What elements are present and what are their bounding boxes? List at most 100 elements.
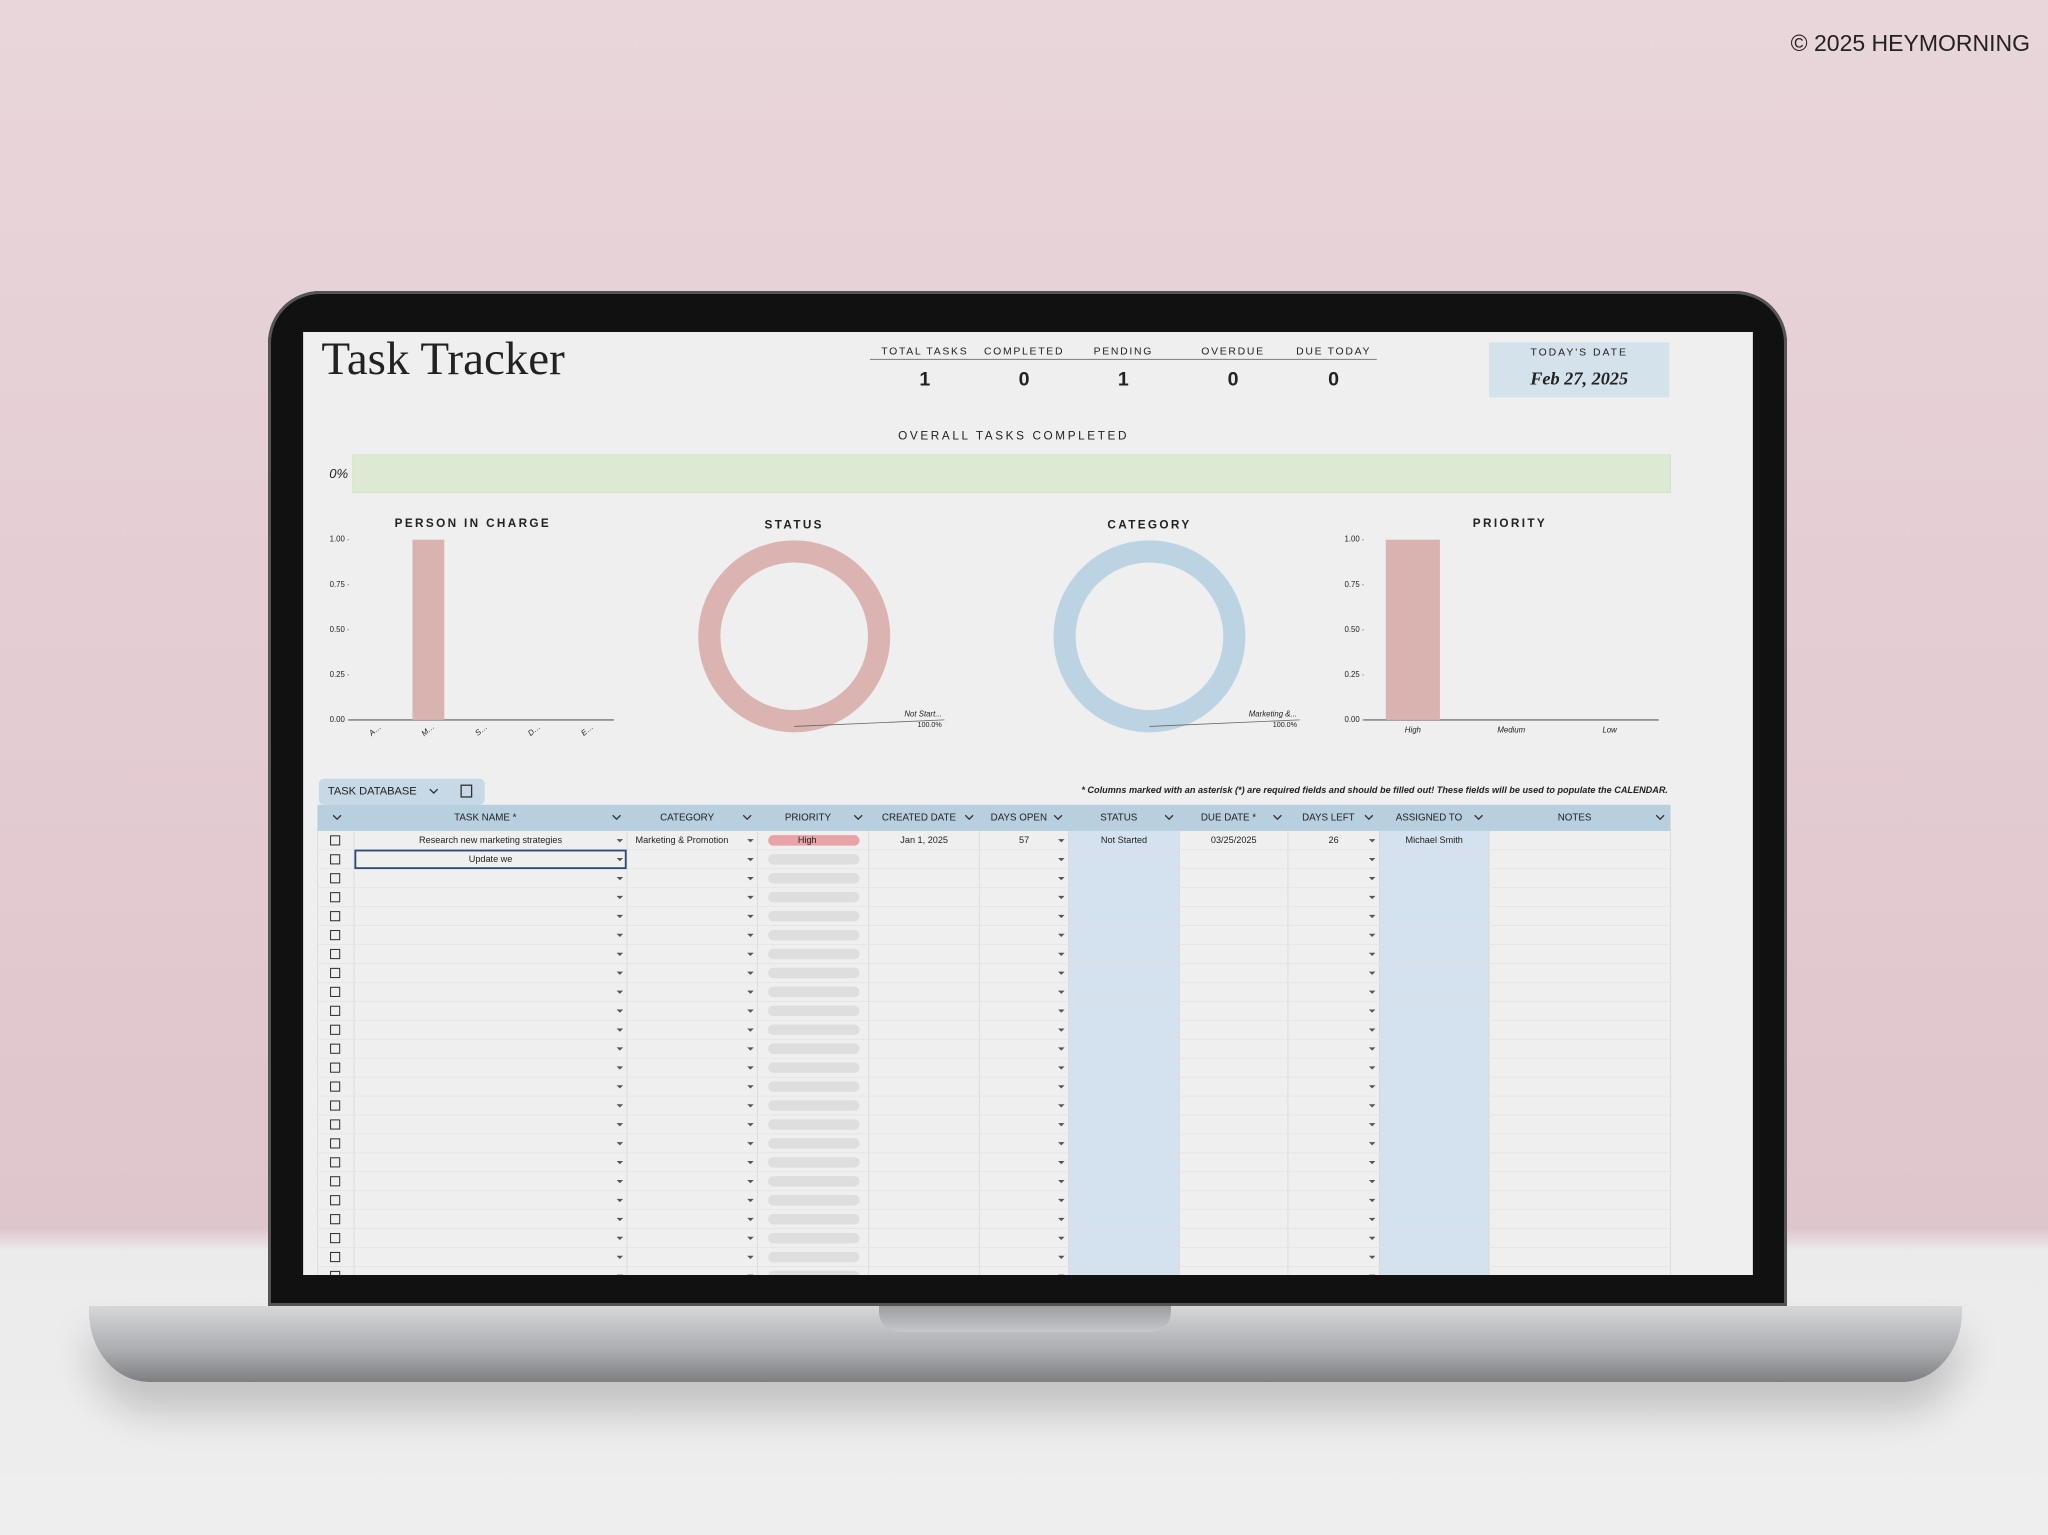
priority-pill[interactable] bbox=[768, 948, 860, 960]
dropdown-arrow[interactable] bbox=[1058, 990, 1065, 994]
dropdown-arrow[interactable] bbox=[1368, 1179, 1376, 1184]
checkbox[interactable] bbox=[330, 1251, 341, 1263]
dropdown-arrow[interactable] bbox=[616, 1066, 624, 1070]
priority-pill[interactable] bbox=[768, 1251, 860, 1263]
tab-icon[interactable] bbox=[460, 784, 473, 798]
dropdown-arrow[interactable] bbox=[747, 971, 754, 975]
dropdown-arrow[interactable] bbox=[616, 1255, 624, 1260]
checkbox[interactable] bbox=[330, 1176, 341, 1187]
checkbox[interactable] bbox=[330, 1081, 341, 1092]
dropdown-arrow[interactable] bbox=[747, 1217, 754, 1222]
dropdown-arrow[interactable] bbox=[747, 1236, 754, 1241]
dropdown-arrow[interactable] bbox=[1058, 914, 1065, 919]
dropdown-arrow[interactable] bbox=[747, 1142, 754, 1146]
checkbox[interactable] bbox=[330, 1138, 341, 1149]
dropdown-arrow[interactable] bbox=[616, 839, 624, 843]
priority-pill[interactable] bbox=[768, 986, 860, 998]
dropdown-arrow[interactable] bbox=[1058, 933, 1065, 938]
priority-pill[interactable] bbox=[768, 854, 860, 865]
dropdown-arrow[interactable] bbox=[1058, 1028, 1065, 1032]
dropdown-arrow[interactable] bbox=[1368, 933, 1376, 938]
header-chevron[interactable] bbox=[1164, 814, 1174, 821]
header-chevron[interactable] bbox=[1273, 814, 1282, 821]
checkbox[interactable] bbox=[330, 1214, 341, 1225]
dropdown-arrow[interactable] bbox=[1368, 839, 1376, 843]
dropdown-arrow[interactable] bbox=[616, 914, 624, 919]
priority-pill[interactable] bbox=[768, 1176, 860, 1187]
dropdown-arrow[interactable] bbox=[747, 858, 754, 862]
dropdown-arrow[interactable] bbox=[747, 1104, 754, 1108]
dropdown-arrow[interactable] bbox=[616, 1236, 624, 1241]
dropdown-arrow[interactable] bbox=[1368, 858, 1376, 862]
header-chevron[interactable] bbox=[612, 814, 621, 821]
dropdown-arrow[interactable] bbox=[616, 1179, 624, 1184]
dropdown-arrow[interactable] bbox=[747, 1047, 754, 1051]
dropdown-arrow[interactable] bbox=[616, 1009, 624, 1013]
dropdown-arrow[interactable] bbox=[1058, 1217, 1065, 1222]
priority-pill[interactable] bbox=[768, 835, 860, 846]
priority-pill[interactable] bbox=[768, 1270, 860, 1275]
priority-pill[interactable] bbox=[768, 1213, 860, 1225]
dropdown-arrow[interactable] bbox=[747, 990, 754, 994]
priority-pill[interactable] bbox=[768, 1232, 860, 1244]
checkbox[interactable] bbox=[330, 967, 341, 979]
checkbox[interactable] bbox=[330, 1062, 341, 1073]
dropdown-arrow[interactable] bbox=[616, 1142, 624, 1146]
checkbox[interactable] bbox=[330, 1233, 341, 1244]
checkbox[interactable] bbox=[330, 1195, 341, 1206]
dropdown-arrow[interactable] bbox=[1368, 1161, 1376, 1165]
dropdown-arrow[interactable] bbox=[1058, 1047, 1065, 1051]
header-chevron[interactable] bbox=[1053, 814, 1063, 821]
dropdown-arrow[interactable] bbox=[616, 933, 624, 938]
priority-pill[interactable] bbox=[768, 1005, 860, 1017]
dropdown-arrow[interactable] bbox=[747, 1179, 754, 1184]
dropdown-arrow[interactable] bbox=[1058, 895, 1065, 900]
priority-pill[interactable] bbox=[768, 967, 860, 979]
dropdown-arrow[interactable] bbox=[747, 933, 754, 938]
dropdown-arrow[interactable] bbox=[1058, 1085, 1065, 1089]
dropdown-arrow[interactable] bbox=[616, 1161, 624, 1165]
dropdown-arrow[interactable] bbox=[747, 1085, 754, 1089]
dropdown-arrow[interactable] bbox=[616, 1028, 624, 1032]
dropdown-arrow[interactable] bbox=[1058, 1179, 1065, 1184]
dropdown-arrow[interactable] bbox=[616, 1217, 624, 1222]
dropdown-arrow[interactable] bbox=[616, 895, 624, 900]
dropdown-arrow[interactable] bbox=[616, 1085, 624, 1089]
priority-pill[interactable] bbox=[768, 1157, 860, 1168]
dropdown-arrow[interactable] bbox=[616, 1198, 624, 1203]
priority-pill[interactable] bbox=[768, 1100, 860, 1111]
checkbox[interactable] bbox=[330, 929, 341, 941]
tab-label[interactable]: TASK DATABASE bbox=[328, 786, 417, 798]
dropdown-arrow[interactable] bbox=[1058, 1161, 1065, 1165]
dropdown-arrow[interactable] bbox=[616, 990, 624, 994]
dropdown-arrow[interactable] bbox=[1368, 1123, 1376, 1127]
checkbox[interactable] bbox=[330, 1043, 341, 1054]
dropdown-arrow[interactable] bbox=[747, 876, 754, 881]
header-chevron[interactable] bbox=[1474, 814, 1483, 821]
dropdown-arrow[interactable] bbox=[1368, 1066, 1376, 1070]
tab-chevron[interactable] bbox=[429, 788, 439, 794]
dropdown-arrow[interactable] bbox=[747, 914, 754, 919]
dropdown-arrow[interactable] bbox=[1368, 895, 1376, 900]
dropdown-arrow[interactable] bbox=[1368, 1085, 1376, 1089]
dropdown-arrow[interactable] bbox=[747, 1066, 754, 1070]
dropdown-arrow[interactable] bbox=[1058, 1236, 1065, 1241]
dropdown-arrow[interactable] bbox=[1368, 952, 1376, 956]
dropdown-arrow[interactable] bbox=[1368, 971, 1376, 975]
dropdown-arrow[interactable] bbox=[1368, 990, 1376, 994]
dropdown-arrow[interactable] bbox=[747, 839, 754, 843]
dropdown-arrow[interactable] bbox=[1058, 1142, 1065, 1146]
checkbox[interactable] bbox=[330, 1119, 341, 1130]
header-chevron[interactable] bbox=[1655, 814, 1665, 821]
priority-pill[interactable] bbox=[768, 1062, 860, 1073]
dropdown-arrow[interactable] bbox=[1058, 1009, 1065, 1013]
header-chevron[interactable] bbox=[853, 814, 863, 821]
checkbox[interactable] bbox=[330, 892, 341, 903]
checkbox[interactable] bbox=[330, 873, 341, 884]
dropdown-arrow[interactable] bbox=[1368, 1236, 1376, 1241]
dropdown-arrow[interactable] bbox=[747, 895, 754, 900]
dropdown-arrow[interactable] bbox=[747, 1161, 754, 1165]
checkbox[interactable] bbox=[330, 854, 341, 865]
dropdown-arrow[interactable] bbox=[1368, 1198, 1376, 1203]
dropdown-arrow[interactable] bbox=[1368, 1142, 1376, 1146]
